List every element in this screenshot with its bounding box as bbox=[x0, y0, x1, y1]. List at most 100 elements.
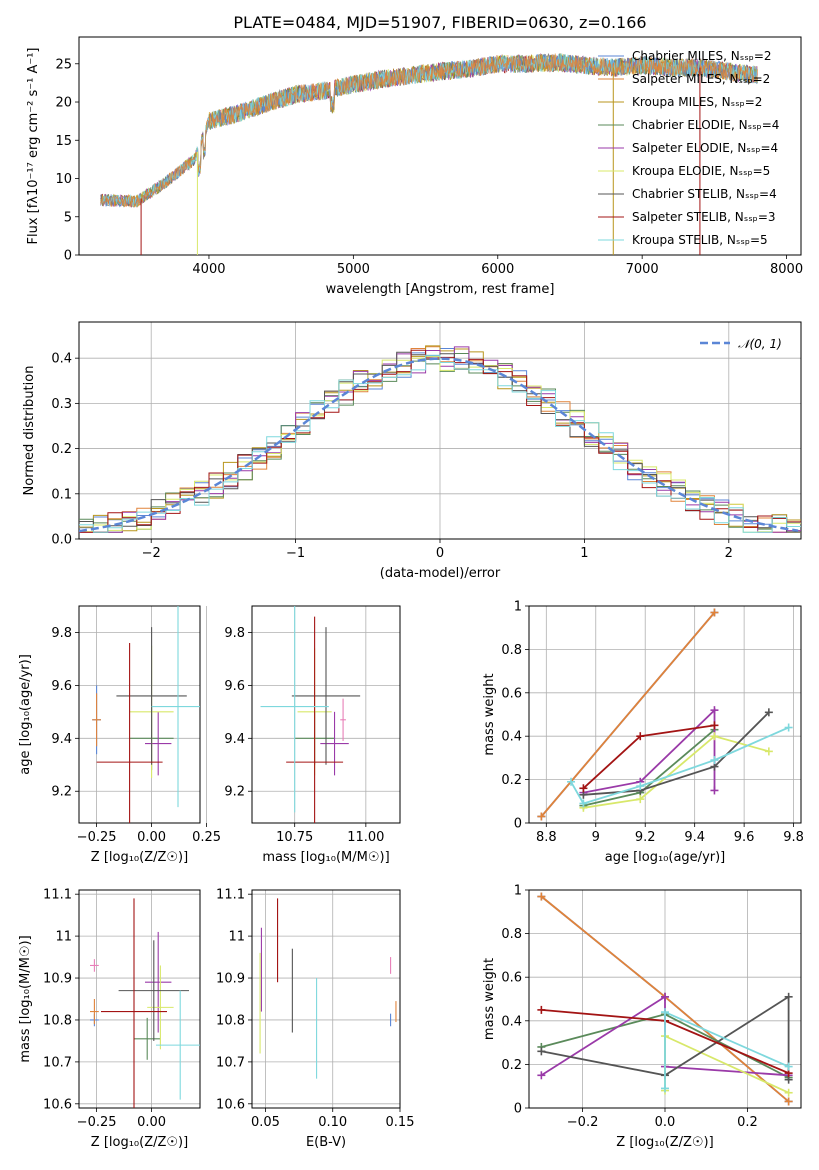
x-tick-label: −1 bbox=[286, 546, 305, 561]
plot-area bbox=[259, 898, 397, 1079]
weight-series-6 bbox=[541, 995, 790, 1080]
plot-area bbox=[92, 606, 200, 823]
plot-area bbox=[90, 898, 200, 1108]
y-tick-label: 0.2 bbox=[51, 442, 72, 457]
legend-label-8: Salpeter STELIB, Nₛₛₚ=3 bbox=[632, 210, 776, 224]
y-tick-label: 0.8 bbox=[501, 927, 522, 942]
x-tick-label: 9.6 bbox=[734, 830, 755, 845]
plot-area bbox=[100, 52, 758, 255]
errorbar-point-1 bbox=[90, 959, 99, 972]
plot-area bbox=[537, 608, 793, 821]
axes-frame bbox=[78, 889, 201, 1109]
weight-marker bbox=[661, 1084, 669, 1093]
weight-series-2 bbox=[540, 611, 716, 818]
axes-frame bbox=[78, 321, 802, 540]
spectrum-line-8 bbox=[100, 53, 758, 207]
y-tick-label: 0.6 bbox=[501, 686, 522, 701]
axes-frame bbox=[251, 605, 401, 824]
weight-marker bbox=[567, 777, 576, 786]
weight-marker bbox=[537, 1047, 546, 1056]
y-axis-label: mass [log₁₀(M/M☉)] bbox=[18, 935, 33, 1062]
y-tick-label: 10.9 bbox=[43, 972, 72, 987]
errorbar-point-6 bbox=[147, 965, 174, 1050]
errorbar-point-5 bbox=[291, 627, 361, 765]
y-tick-label: 15 bbox=[55, 134, 72, 149]
errorbar-point-4 bbox=[134, 1017, 161, 1060]
y-tick-label: 1 bbox=[514, 884, 522, 899]
y-tick-label: 20 bbox=[55, 96, 72, 111]
y-tick-label: 10 bbox=[55, 172, 72, 187]
x-axis-label: wavelength [Angstrom, rest frame] bbox=[326, 282, 555, 297]
errorbar-point-5 bbox=[145, 931, 172, 1033]
y-tick-label: 0.4 bbox=[51, 352, 72, 367]
axes-frame bbox=[528, 605, 802, 824]
weight-marker bbox=[764, 708, 773, 717]
weight-series-5 bbox=[583, 735, 770, 809]
y-tick-label: 0.8 bbox=[501, 643, 522, 658]
x-tick-label: 0.15 bbox=[386, 1115, 415, 1130]
errorbar-point-6 bbox=[286, 616, 344, 823]
x-axis-label: (data-model)/error bbox=[380, 566, 501, 581]
x-tick-label: 7000 bbox=[626, 262, 659, 277]
x-tick-label: 0.05 bbox=[251, 1115, 280, 1130]
x-tick-label: 8.8 bbox=[536, 830, 557, 845]
spectrum-line-9 bbox=[100, 53, 758, 208]
y-tick-label: 9.2 bbox=[224, 785, 245, 800]
weight-marker bbox=[579, 784, 588, 793]
y-tick-label: 0.2 bbox=[501, 1058, 522, 1073]
errorbar-point-6 bbox=[116, 627, 187, 765]
y-axis-label: age [log₁₀(age/yr)] bbox=[18, 654, 33, 775]
weight-marker bbox=[710, 786, 719, 795]
y-tick-label: 0 bbox=[514, 817, 522, 832]
weight-marker bbox=[661, 1008, 669, 1017]
y-tick-label: 9.8 bbox=[51, 626, 72, 641]
weight-marker bbox=[710, 706, 719, 715]
y-tick-label: 10.6 bbox=[43, 1097, 72, 1112]
y-tick-label: 11.1 bbox=[43, 888, 72, 903]
x-tick-label: 9.4 bbox=[684, 830, 705, 845]
x-tick-label: 0.25 bbox=[192, 830, 221, 845]
chart-z-mass: −0.25 0.00 10.6 10.7 10.8 10.9 11 11.1 Z [log₁₀(… bbox=[18, 888, 201, 1150]
x-axis-label: Z [log₁₀(Z/Z☉)] bbox=[616, 1135, 713, 1150]
y-tick-label: 9.8 bbox=[224, 626, 245, 641]
legend-label-2: Salpeter MILES, Nₛₛₚ=2 bbox=[632, 72, 770, 86]
y-tick-label: 10.8 bbox=[43, 1013, 72, 1028]
legend-label-3: Kroupa MILES, Nₛₛₚ=2 bbox=[632, 95, 762, 109]
spectrum-title: PLATE=0484, MJD=51907, FIBERID=0630, z=0… bbox=[233, 13, 646, 32]
weight-marker bbox=[579, 799, 588, 808]
errorbar-point-8 bbox=[151, 606, 200, 808]
x-tick-label: −0.2 bbox=[567, 1115, 599, 1130]
y-axis-label: mass weight bbox=[482, 673, 497, 755]
y-tick-label: 10.7 bbox=[43, 1055, 72, 1070]
plot-area bbox=[260, 606, 361, 823]
y-tick-label: 9.4 bbox=[224, 732, 245, 747]
legend-label: 𝒩(0, 1) bbox=[738, 337, 782, 351]
errorbar-point-2 bbox=[92, 693, 101, 747]
y-tick-label: 0.2 bbox=[501, 773, 522, 788]
weight-marker bbox=[784, 723, 793, 732]
charts-container: 4000 5000 6000 7000 80000510152025wavelength… bbox=[18, 36, 804, 1150]
x-tick-label: 1 bbox=[580, 546, 588, 561]
legend-label-5: Salpeter ELODIE, Nₛₛₚ=4 bbox=[632, 141, 778, 155]
chart-mass-age: 10.75 11.00 9.2 9.4 9.6 9.8 mass [log₁₀(M/M☉)] bbox=[224, 605, 401, 865]
weight-marker bbox=[784, 1062, 793, 1071]
x-tick-label: 11.00 bbox=[347, 830, 384, 845]
y-tick-label: 9.4 bbox=[51, 732, 72, 747]
plot-area bbox=[537, 892, 793, 1106]
axes-frame bbox=[251, 889, 401, 1109]
legend-label-1: Chabrier MILES, Nₛₛₚ=2 bbox=[632, 49, 772, 63]
weight-marker bbox=[537, 1071, 546, 1080]
x-axis-label: Z [log₁₀(Z/Z☉)] bbox=[91, 1135, 188, 1150]
legend-label-4: Chabrier ELODIE, Nₛₛₚ=4 bbox=[632, 118, 779, 132]
y-axis-label: Flux [fλ10⁻¹⁷ erg cm⁻² s⁻¹ A⁻¹] bbox=[26, 48, 41, 245]
y-axis-label: mass weight bbox=[482, 958, 497, 1040]
x-tick-label: 0.10 bbox=[318, 1115, 347, 1130]
weight-marker bbox=[636, 782, 645, 791]
y-tick-label: 10.6 bbox=[216, 1097, 245, 1112]
y-tick-label: 11 bbox=[228, 930, 245, 945]
chart-age-weight: 8.8 9 9.2 9.4 9.6 9.8 0 0.2 0.4 0.6 0.8 1 age [log₁₀… bbox=[482, 600, 804, 866]
x-tick-label: 0.2 bbox=[737, 1115, 758, 1130]
y-tick-label: 1 bbox=[514, 600, 522, 615]
errorbar-point-3 bbox=[90, 999, 99, 1025]
weight-marker bbox=[661, 992, 669, 1001]
